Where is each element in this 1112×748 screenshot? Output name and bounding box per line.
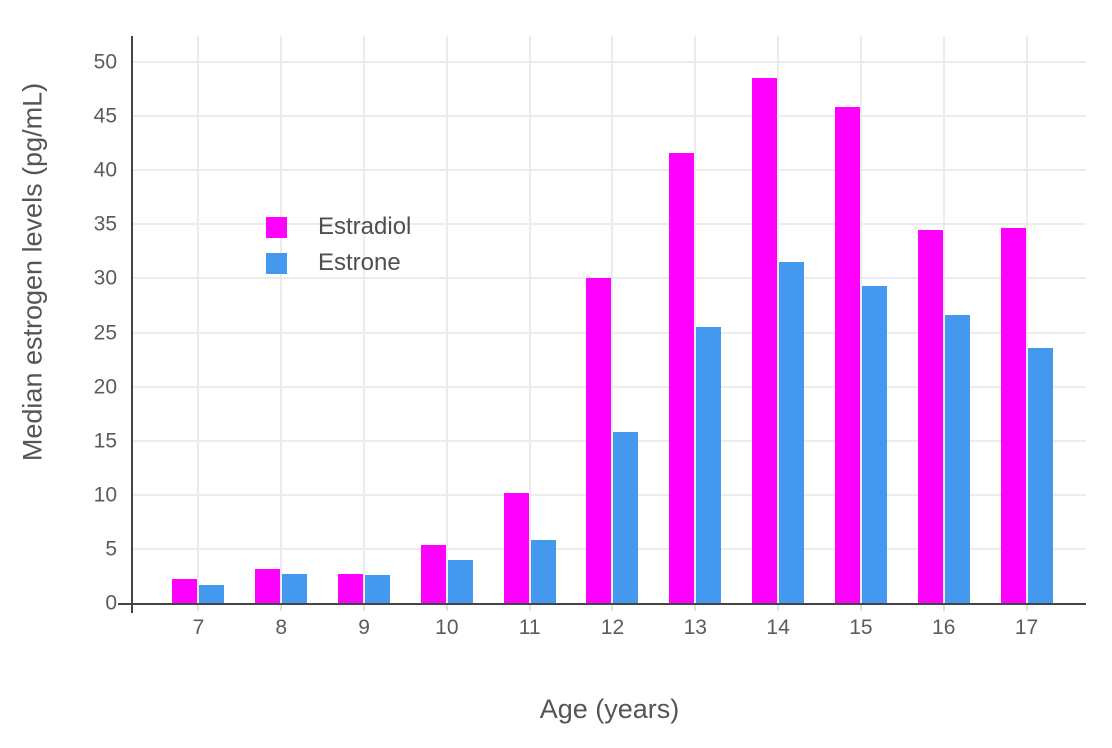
bar-estradiol-age-11[interactable] — [503, 492, 529, 603]
gridline-x-11 — [528, 36, 531, 603]
gridline-y-35 — [133, 223, 1086, 226]
x-tick-label-7: 7 — [192, 616, 205, 639]
legend-swatch-estrone — [266, 252, 287, 274]
bar-estradiol-age-7[interactable] — [172, 579, 198, 603]
x-tick-11 — [528, 605, 531, 611]
x-tick-label-15: 15 — [849, 616, 873, 639]
bar-group-age-9: 9 — [323, 36, 406, 638]
bar-estrone-age-8[interactable] — [282, 573, 308, 603]
x-tick-10 — [445, 605, 448, 611]
bar-estrone-age-12[interactable] — [613, 432, 639, 603]
bar-estradiol-age-15[interactable] — [834, 107, 860, 603]
y-tick-label-20: 20 — [93, 375, 117, 399]
gridline-x-13 — [694, 36, 697, 603]
bar-estrone-age-11[interactable] — [530, 540, 556, 603]
gridline-x-8 — [280, 36, 283, 603]
y-tick-label-0: 0 — [105, 591, 117, 615]
bar-estrone-age-10[interactable] — [447, 559, 473, 603]
x-tick-label-10: 10 — [435, 616, 459, 639]
bar-estradiol-age-13[interactable] — [669, 152, 695, 603]
legend-label-estradiol: Estradiol — [318, 213, 412, 240]
gridline-x-15 — [859, 36, 862, 603]
bar-estrone-age-16[interactable] — [944, 315, 970, 603]
y-tick-label-45: 45 — [93, 104, 117, 128]
y-tick-label-40: 40 — [93, 158, 117, 182]
bar-estradiol-age-16[interactable] — [917, 229, 943, 603]
y-tick-label-30: 30 — [93, 266, 117, 290]
gridline-y-40 — [133, 169, 1086, 172]
legend-item-estradiol[interactable]: Estradiol — [266, 215, 411, 239]
legend-swatch-estradiol — [266, 216, 287, 238]
bar-group-age-10: 10 — [405, 36, 488, 638]
x-tick-15 — [859, 605, 862, 611]
gridline-y-45 — [133, 115, 1086, 118]
bar-group-age-12: 12 — [571, 36, 654, 638]
legend-label-estrone: Estrone — [318, 249, 401, 276]
bar-group-age-17: 17 — [985, 36, 1068, 638]
x-tick-label-14: 14 — [766, 616, 790, 639]
x-axis-title: Age (years) — [539, 694, 680, 724]
x-tick-9 — [363, 605, 366, 611]
x-tick-label-11: 11 — [518, 616, 541, 639]
gridline-x-14 — [777, 36, 780, 603]
x-tick-7 — [197, 605, 200, 611]
y-tick-label-35: 35 — [93, 212, 117, 236]
x-tick-label-16: 16 — [932, 616, 956, 639]
bar-group-age-14: 14 — [737, 36, 820, 638]
gridline-x-10 — [445, 36, 448, 603]
bar-estradiol-age-14[interactable] — [752, 78, 778, 603]
bar-estradiol-age-12[interactable] — [586, 278, 612, 603]
legend: Estradiol Estrone — [266, 215, 411, 275]
x-tick-17 — [1025, 605, 1028, 611]
gridline-x-12 — [611, 36, 614, 603]
bar-estrone-age-9[interactable] — [365, 574, 391, 603]
gridline-x-7 — [197, 36, 200, 603]
bar-group-age-7: 7 — [157, 36, 240, 638]
x-tick-label-13: 13 — [683, 616, 707, 639]
bar-group-age-11: 11 — [488, 36, 571, 638]
y-tick-label-5: 5 — [105, 537, 117, 561]
bar-group-age-15: 15 — [820, 36, 903, 638]
x-tick-14 — [777, 605, 780, 611]
bar-estradiol-age-17[interactable] — [1000, 227, 1026, 603]
bar-estradiol-age-10[interactable] — [420, 544, 446, 603]
bar-group-age-16: 16 — [902, 36, 985, 638]
legend-item-estrone[interactable]: Estrone — [266, 251, 411, 275]
y-tick-label-15: 15 — [93, 429, 117, 453]
bar-estrone-age-14[interactable] — [779, 262, 805, 603]
y-axis-line — [131, 36, 133, 613]
y-axis-tick-labels: 0 5 10 15 20 25 30 35 40 45 50 — [0, 36, 117, 613]
bar-estradiol-age-9[interactable] — [338, 573, 364, 603]
bar-estrone-age-7[interactable] — [199, 584, 225, 603]
gridline-x-9 — [363, 36, 366, 603]
x-tick-label-17: 17 — [1014, 616, 1039, 639]
plot-area: 7 8 9 10 11 12 13 14 15 16 17 Estradiol Estrone — [118, 36, 1086, 638]
bar-estrone-age-15[interactable] — [861, 285, 887, 603]
gridline-x-17 — [1025, 36, 1028, 603]
y-tick-label-10: 10 — [93, 483, 117, 507]
bar-estradiol-age-8[interactable] — [255, 569, 281, 603]
bar-group-age-8: 8 — [240, 36, 323, 638]
x-tick-label-12: 12 — [600, 616, 625, 639]
x-tick-12 — [611, 605, 614, 611]
x-tick-13 — [694, 605, 697, 611]
x-axis-line — [118, 603, 1086, 605]
x-tick-label-9: 9 — [358, 616, 370, 639]
bar-estrone-age-13[interactable] — [696, 327, 722, 603]
x-tick-label-8: 8 — [275, 616, 288, 639]
y-tick-label-25: 25 — [93, 321, 117, 344]
x-tick-8 — [280, 605, 283, 611]
bar-estrone-age-17[interactable] — [1027, 347, 1053, 603]
gridline-y-50 — [133, 60, 1086, 63]
gridline-x-16 — [942, 36, 945, 603]
bar-group-age-13: 13 — [654, 36, 737, 638]
y-tick-label-50: 50 — [93, 50, 117, 74]
x-tick-16 — [942, 605, 945, 611]
bar-groups: 7 8 9 10 11 12 13 14 15 16 17 — [133, 36, 1086, 638]
